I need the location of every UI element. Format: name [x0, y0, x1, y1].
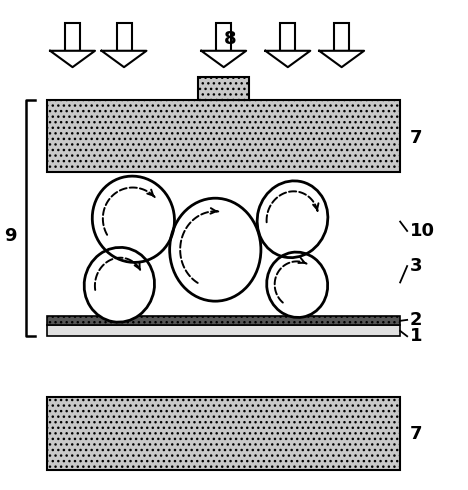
Text: 7: 7	[410, 425, 422, 442]
Bar	[65, 23, 80, 51]
Text: 3: 3	[410, 257, 422, 275]
Polygon shape	[265, 51, 310, 67]
Bar	[47, 316, 400, 325]
Ellipse shape	[170, 198, 261, 301]
Bar	[198, 76, 249, 100]
Bar	[47, 100, 400, 172]
Polygon shape	[102, 51, 146, 67]
Text: 10: 10	[410, 222, 434, 240]
Polygon shape	[319, 51, 364, 67]
Text: 2: 2	[410, 311, 422, 329]
Ellipse shape	[267, 252, 328, 318]
Ellipse shape	[84, 247, 154, 322]
Ellipse shape	[92, 176, 175, 263]
Bar	[47, 325, 400, 336]
Bar	[47, 397, 400, 469]
Text: 8: 8	[224, 30, 236, 48]
Bar	[280, 23, 295, 51]
Bar	[216, 23, 231, 51]
Text: 7: 7	[410, 129, 422, 147]
Bar	[334, 23, 349, 51]
Ellipse shape	[257, 181, 328, 258]
Text: 1: 1	[410, 327, 422, 345]
Polygon shape	[50, 51, 95, 67]
Bar	[117, 23, 132, 51]
Text: 9: 9	[4, 227, 16, 245]
Polygon shape	[201, 51, 246, 67]
